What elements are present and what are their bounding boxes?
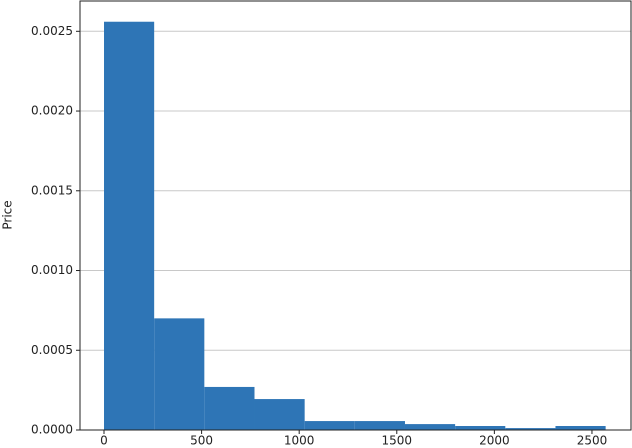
axes-frame [79, 0, 632, 431]
y-tick-label: 0.0020 [31, 104, 73, 118]
y-tick-label: 0.0010 [31, 263, 73, 277]
bar [455, 426, 506, 430]
bar [555, 426, 606, 430]
bar [104, 21, 155, 431]
bar [304, 421, 355, 430]
y-tick-label: 0.0005 [31, 343, 73, 357]
x-tick-label: 1500 [382, 434, 413, 448]
bar [254, 399, 305, 430]
bar [505, 428, 556, 430]
y-tick-label: 0.0025 [31, 24, 73, 38]
x-tick-label: 500 [190, 434, 213, 448]
bar [204, 386, 255, 430]
x-tick-label: 1000 [284, 434, 315, 448]
bar [354, 421, 405, 430]
y-axis-label: Price [1, 200, 15, 229]
y-tick-label: 0.0000 [31, 423, 73, 437]
bar [404, 424, 456, 430]
x-tick-label: 2000 [479, 434, 510, 448]
y-tick-label: 0.0015 [31, 183, 73, 197]
x-tick-label: 0 [100, 434, 108, 448]
x-tick-label: 2500 [577, 434, 608, 448]
bar [154, 318, 205, 430]
